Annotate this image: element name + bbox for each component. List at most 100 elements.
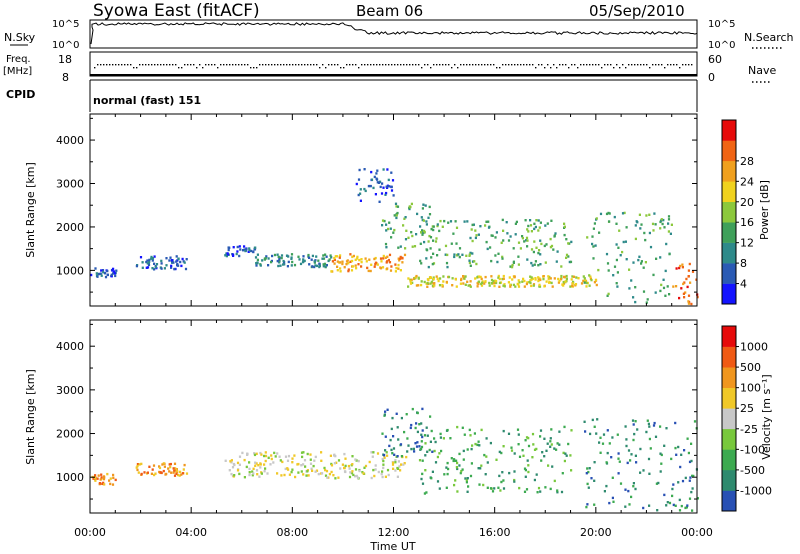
heatmap-cell	[569, 454, 572, 457]
heatmap-cell	[420, 422, 423, 425]
heatmap-cell	[427, 216, 430, 219]
heatmap-cell	[615, 243, 618, 246]
heatmap-cell	[429, 247, 432, 250]
heatmap-cell	[447, 221, 450, 224]
heatmap-cell	[424, 442, 427, 445]
heatmap-cell	[175, 260, 178, 263]
heatmap-cell	[466, 448, 469, 451]
heatmap-cell	[384, 242, 388, 246]
heatmap-cell	[655, 482, 658, 485]
heatmap-cell	[674, 504, 677, 507]
heatmap-cell	[364, 257, 367, 260]
heatmap-cell	[384, 256, 387, 259]
heatmap-cell	[351, 455, 354, 458]
heatmap-cell	[104, 275, 108, 279]
heatmap-cell	[385, 261, 388, 264]
heatmap-cell	[527, 464, 530, 467]
heatmap-cell	[168, 259, 171, 262]
heatmap-cell	[278, 259, 281, 263]
heatmap-cell	[568, 260, 571, 264]
heatmap-cell	[539, 490, 542, 493]
heatmap-cell	[92, 477, 95, 480]
heatmap-cell	[586, 482, 589, 486]
heatmap-cell	[373, 257, 376, 261]
heatmap-cell	[611, 476, 614, 479]
heatmap-cell	[608, 212, 611, 215]
heatmap-cell	[543, 455, 546, 458]
heatmap-cell	[238, 245, 241, 248]
heatmap-cell	[287, 468, 290, 471]
heatmap-cell	[477, 280, 481, 283]
heatmap-cell	[537, 279, 540, 283]
heatmap-cell	[369, 269, 372, 273]
heatmap-cell	[427, 240, 430, 243]
heatmap-cell	[307, 253, 310, 257]
heatmap-cell	[293, 263, 297, 267]
heatmap-cell	[436, 223, 439, 226]
heatmap-cell	[526, 459, 529, 462]
heatmap-cell	[512, 247, 515, 250]
heatmap-cell	[593, 503, 596, 506]
heatmap-cell	[261, 259, 264, 262]
heatmap-cell	[696, 497, 699, 500]
heatmap-cell	[522, 454, 525, 457]
heatmap-cell	[645, 430, 648, 434]
heatmap-cell	[406, 437, 409, 440]
heatmap-cell	[436, 480, 440, 483]
heatmap-cell	[517, 283, 520, 286]
heatmap-cell	[481, 280, 484, 283]
station-title: Syowa East (fitACF)	[93, 1, 260, 21]
heatmap-cell	[638, 213, 641, 216]
heatmap-cell	[513, 480, 516, 483]
heatmap-cell	[612, 500, 615, 503]
heatmap-cell	[601, 442, 605, 445]
heatmap-cell	[421, 482, 425, 485]
heatmap-cell	[338, 256, 341, 259]
heatmap-cell	[527, 224, 530, 228]
heatmap-cell	[617, 246, 620, 249]
heatmap-cell	[416, 441, 419, 444]
heatmap-cell	[287, 260, 290, 264]
heatmap-cell	[330, 462, 333, 466]
heatmap-cell	[551, 285, 554, 288]
heatmap-cell	[472, 223, 475, 226]
heatmap-cell	[112, 270, 116, 273]
heatmap-cell	[314, 455, 317, 459]
heatmap-cell	[621, 250, 624, 254]
heatmap-cell	[517, 279, 520, 282]
heatmap-cell	[549, 487, 552, 491]
heatmap-cell	[572, 275, 576, 278]
heatmap-cell	[432, 252, 435, 255]
heatmap-cell	[418, 445, 421, 448]
heatmap-cell	[649, 245, 653, 249]
heatmap-cell	[544, 261, 547, 264]
heatmap-cell	[322, 265, 325, 268]
heatmap-cell	[624, 425, 627, 428]
heatmap-cell	[593, 461, 596, 464]
cpid-text: normal (fast) 151	[93, 94, 201, 107]
heatmap-cell	[613, 215, 616, 219]
heatmap-cell	[257, 464, 260, 467]
heatmap-cell	[538, 249, 541, 252]
heatmap-cell	[381, 182, 384, 185]
heatmap-cell	[508, 471, 511, 475]
heatmap-cell	[383, 454, 386, 457]
heatmap-cell	[550, 281, 553, 285]
heatmap-cell	[516, 428, 520, 431]
heatmap-cell	[160, 471, 163, 475]
heatmap-cell	[549, 277, 552, 280]
heatmap-cell	[100, 274, 103, 277]
heatmap-cell	[397, 438, 400, 441]
heatmap-cell	[351, 259, 354, 263]
heatmap-cell	[438, 284, 442, 287]
heatmap-cell	[238, 472, 241, 476]
heatmap-cell	[355, 267, 358, 270]
y-tick-label: 3000	[56, 384, 84, 397]
heatmap-cell	[449, 220, 453, 223]
heatmap-cell	[484, 280, 487, 283]
heatmap-cell	[599, 212, 603, 216]
colorbar-tick-label: 500	[740, 361, 761, 374]
heatmap-cell	[551, 465, 554, 468]
heatmap-cell	[460, 277, 463, 281]
